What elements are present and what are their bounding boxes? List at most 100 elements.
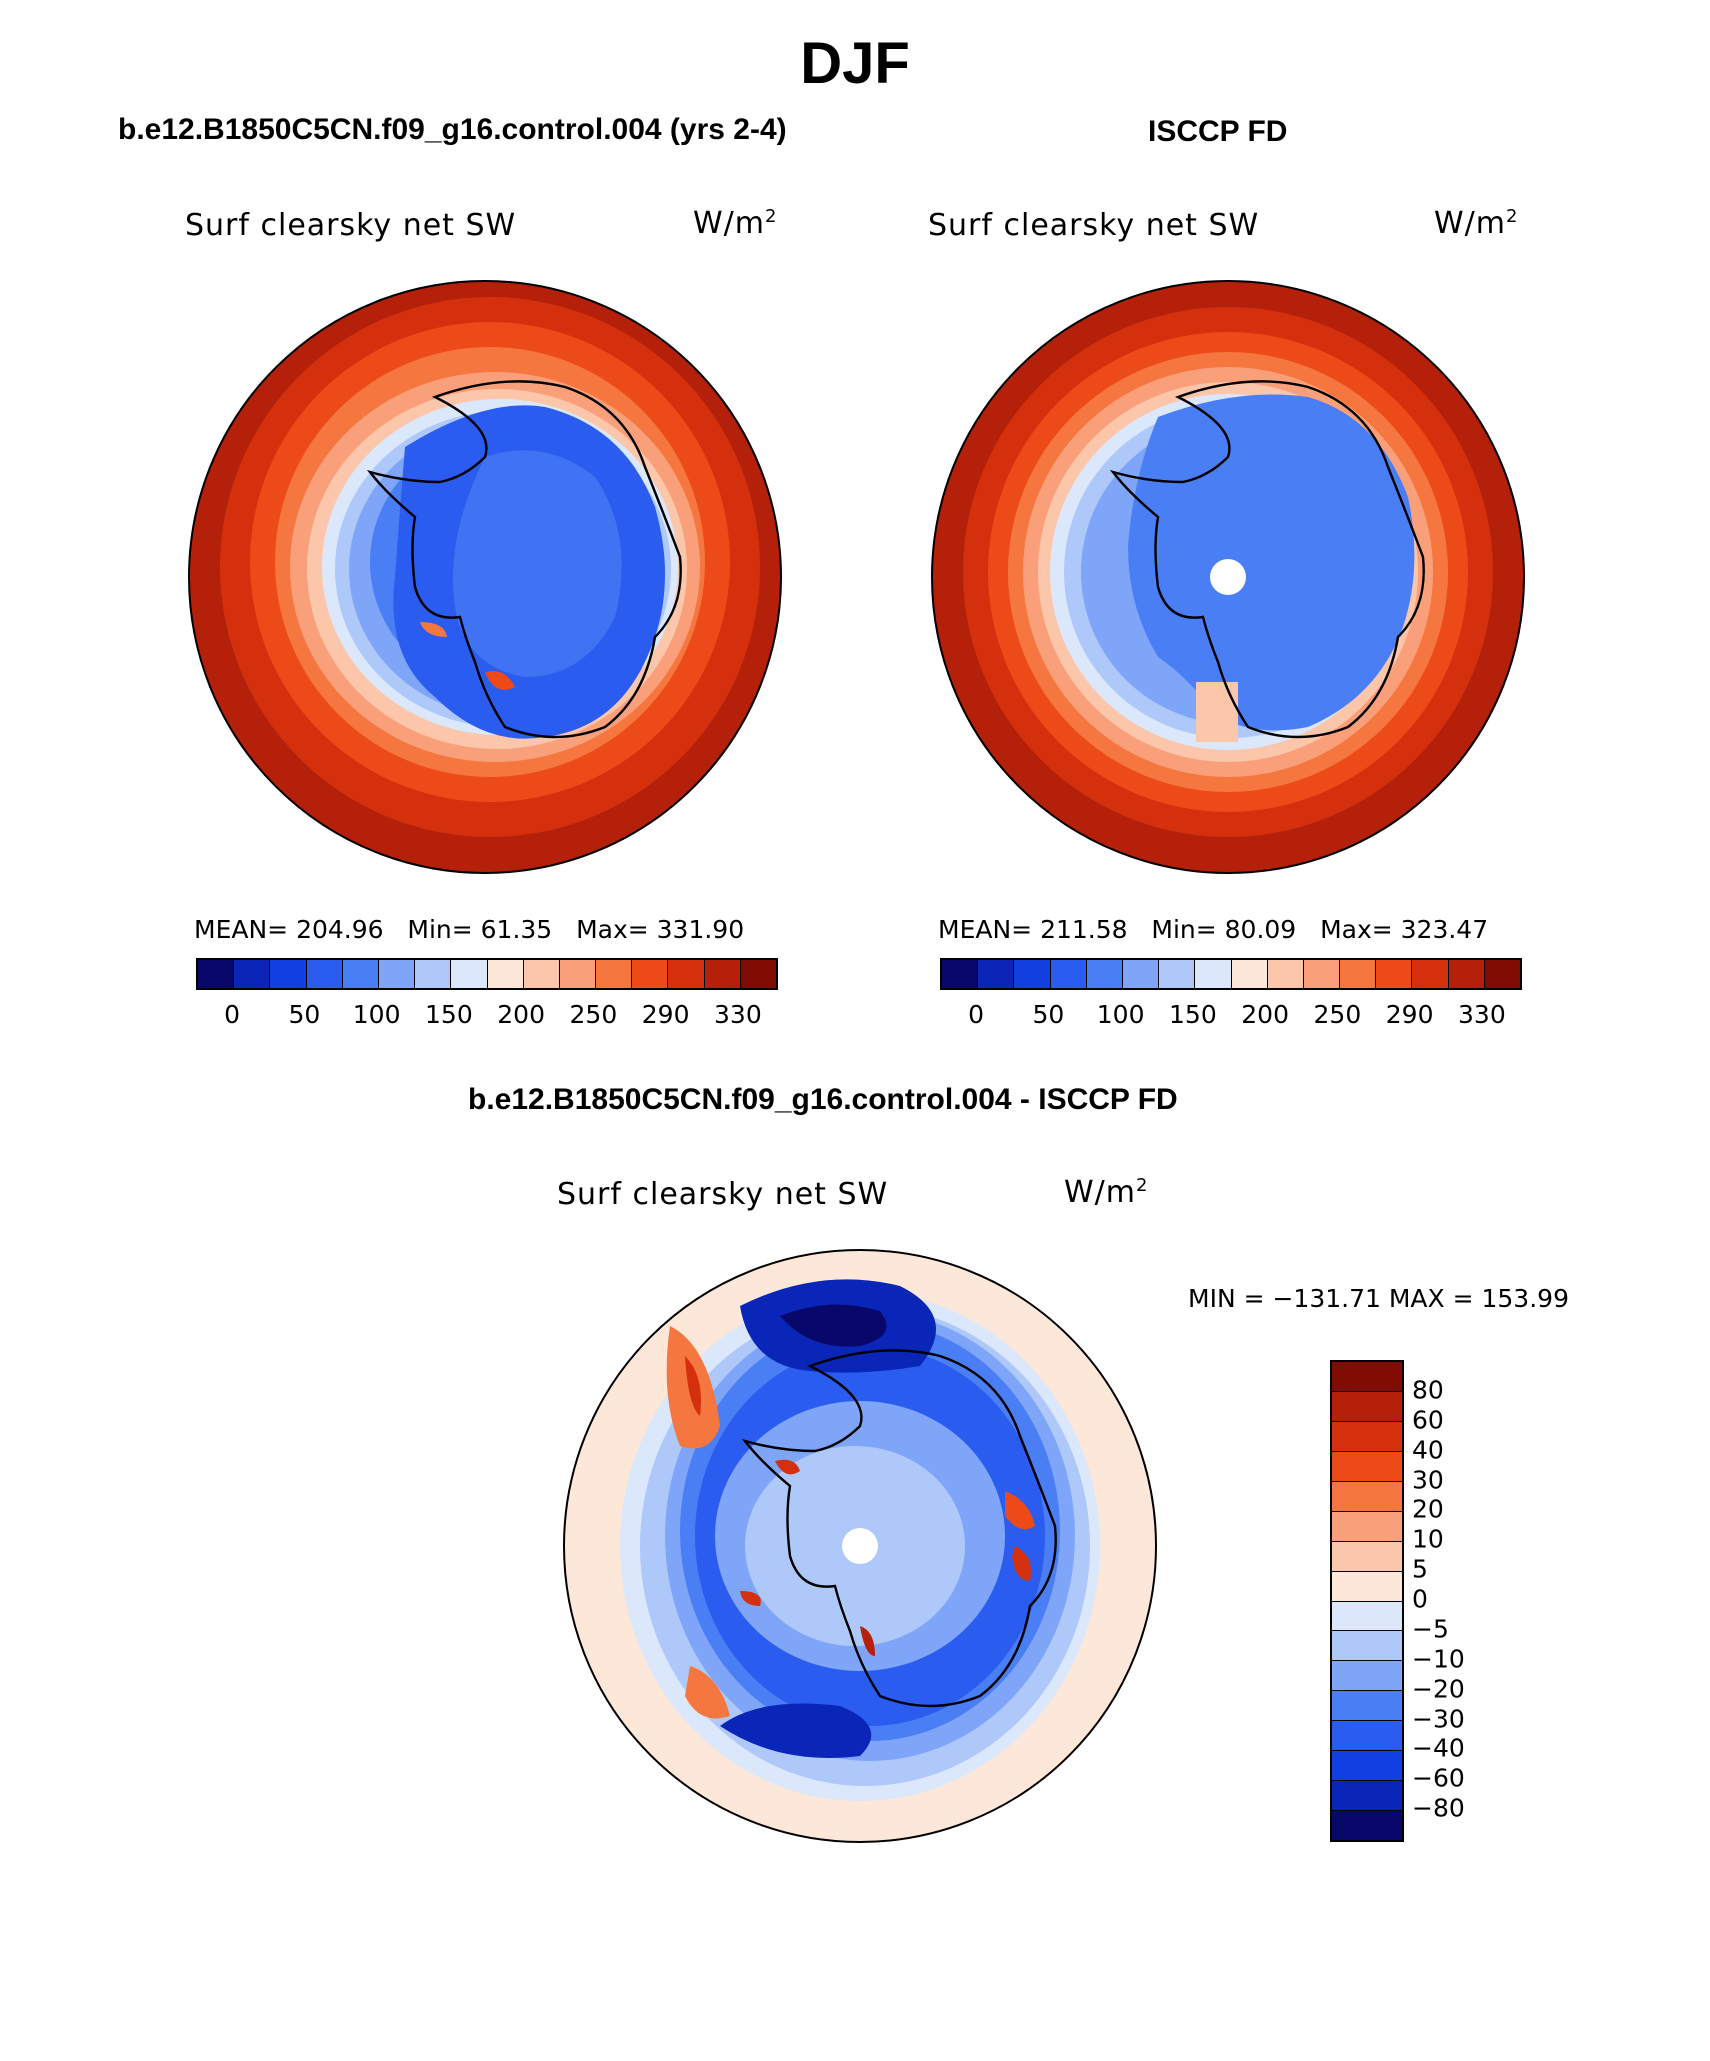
colorbar-swatch (1332, 1810, 1402, 1840)
colorbar-tick-label: 50 (1032, 1000, 1065, 1029)
colorbar-tick-label: 290 (641, 1000, 690, 1029)
obs-min: Min= 80.09 (1151, 915, 1297, 944)
colorbar-swatch (1332, 1660, 1402, 1691)
colorbar-swatch (341, 960, 378, 988)
colorbar-tick-label: 20 (1412, 1494, 1444, 1524)
colorbar-tick-label: −60 (1412, 1763, 1465, 1793)
colorbar-swatch (1302, 960, 1340, 988)
colorbar-swatch (414, 960, 451, 988)
colorbar-swatch (1339, 960, 1376, 988)
colorbar-swatch (1332, 1390, 1402, 1421)
colorbar-swatch (1332, 1600, 1402, 1631)
colorbar-tick-label: 0 (1412, 1584, 1428, 1614)
colorbar-tick-label: 250 (569, 1000, 618, 1029)
colorbar-swatch (1230, 960, 1267, 988)
colorbar-tick-label: −20 (1412, 1674, 1465, 1704)
colorbar-tick-label: 150 (425, 1000, 473, 1029)
obs-case-title: ISCCP FD (1148, 115, 1288, 148)
colorbar-tick-label: 200 (1241, 1000, 1289, 1029)
colorbar-swatch (1332, 1362, 1402, 1391)
colorbar-tick-label: 100 (1096, 1000, 1145, 1029)
colorbar-swatch (1332, 1570, 1402, 1601)
model-min: Min= 61.35 (407, 915, 553, 944)
colorbar-swatch (1332, 1750, 1402, 1781)
colorbar-tick-label: 50 (288, 1000, 321, 1029)
colorbar-swatch (1332, 1720, 1402, 1751)
colorbar-tick-label: −40 (1412, 1733, 1465, 1763)
colorbar-swatch (1483, 960, 1520, 988)
colorbar-swatch (1332, 1690, 1402, 1721)
colorbar-swatch (1332, 1420, 1402, 1451)
colorbar-swatch (377, 960, 415, 988)
colorbar-tick-label: −5 (1412, 1614, 1449, 1644)
colorbar-swatch (1375, 960, 1412, 988)
difference-polar-map (563, 1249, 1157, 1843)
colorbar-swatch (1194, 960, 1231, 988)
colorbar-tick-label: 150 (1169, 1000, 1217, 1029)
model-polar-map (188, 280, 782, 874)
colorbar-swatch (233, 960, 270, 988)
colorbar-swatch (1049, 960, 1086, 988)
colorbar-swatch (558, 960, 596, 988)
colorbar-swatch (1332, 1450, 1402, 1481)
colorbar-swatch (595, 960, 632, 988)
colorbar-swatch (1158, 960, 1195, 988)
colorbar-swatch (942, 960, 978, 988)
colorbar-swatch (667, 960, 704, 988)
colorbar-swatch (1085, 960, 1122, 988)
colorbar-tick-label: −80 (1412, 1793, 1465, 1823)
difference-minmax: MIN = −131.71 MAX = 153.99 (1188, 1284, 1569, 1313)
model-case-title: b.e12.B1850C5CN.f09_g16.control.004 (yrs… (118, 113, 787, 146)
colorbar-swatch (198, 960, 234, 988)
obs-polar-map (931, 280, 1525, 874)
colorbar-swatch (1332, 1540, 1402, 1571)
colorbar-tick-label: 30 (1412, 1465, 1444, 1494)
colorbar-tick-label: 10 (1412, 1524, 1444, 1554)
difference-colorbar (1330, 1360, 1404, 1842)
colorbar-swatch (1411, 960, 1448, 988)
colorbar-tick-label: 330 (1458, 1000, 1506, 1029)
colorbar-tick-label: 60 (1412, 1405, 1444, 1435)
colorbar-tick-label: 200 (497, 1000, 545, 1029)
obs-colorbar-labels: 0 50 100 150 200 250 290 330 (940, 1000, 1518, 1030)
colorbar-tick-label: −10 (1412, 1644, 1465, 1674)
colorbar-swatch (450, 960, 487, 988)
colorbar-swatch (1013, 960, 1050, 988)
model-max: Max= 331.90 (576, 915, 745, 944)
obs-stats: MEAN= 211.58 Min= 80.09 Max= 323.47 (938, 915, 1488, 944)
colorbar-tick-label: −30 (1412, 1704, 1465, 1733)
colorbar-swatch (977, 960, 1014, 988)
obs-colorbar (940, 958, 1522, 990)
colorbar-tick-label: 0 (224, 1000, 241, 1029)
obs-max: Max= 323.47 (1320, 915, 1489, 944)
colorbar-tick-label: 80 (1412, 1375, 1444, 1405)
colorbar-swatch (1332, 1630, 1402, 1661)
colorbar-swatch (486, 960, 523, 988)
difference-variable-label: Surf clearsky net SW (557, 1177, 889, 1212)
colorbar-tick-label: 100 (352, 1000, 401, 1029)
colorbar-swatch (1266, 960, 1303, 988)
colorbar-tick-label: 250 (1313, 1000, 1362, 1029)
model-units-label: W/m2 (693, 206, 778, 241)
difference-units-label: W/m2 (1064, 1175, 1149, 1210)
difference-colorbar-labels: 80 60 40 30 20 10 5 0 −5 −10 −20 −30 −40 −60 −80 (1412, 1360, 1532, 1838)
difference-case-title: b.e12.B1850C5CN.f09_g16.control.004 - IS… (468, 1083, 1178, 1116)
obs-mean: MEAN= 211.58 (938, 915, 1128, 944)
colorbar-tick-label: 40 (1412, 1435, 1444, 1465)
colorbar-tick-label: 0 (968, 1000, 985, 1029)
colorbar-swatch (703, 960, 740, 988)
model-mean: MEAN= 204.96 (194, 915, 384, 944)
colorbar-swatch (1332, 1480, 1402, 1511)
colorbar-swatch (1121, 960, 1159, 988)
colorbar-tick-label: 330 (714, 1000, 762, 1029)
model-colorbar-labels: 0 50 100 150 200 250 290 330 (196, 1000, 774, 1030)
obs-variable-label: Surf clearsky net SW (928, 208, 1260, 243)
model-variable-label: Surf clearsky net SW (185, 208, 517, 243)
colorbar-swatch (269, 960, 306, 988)
colorbar-swatch (1447, 960, 1484, 988)
model-colorbar (196, 958, 778, 990)
model-stats: MEAN= 204.96 Min= 61.35 Max= 331.90 (194, 915, 744, 944)
colorbar-swatch (1332, 1510, 1402, 1541)
obs-units-label: W/m2 (1434, 206, 1519, 241)
colorbar-swatch (1332, 1780, 1402, 1811)
